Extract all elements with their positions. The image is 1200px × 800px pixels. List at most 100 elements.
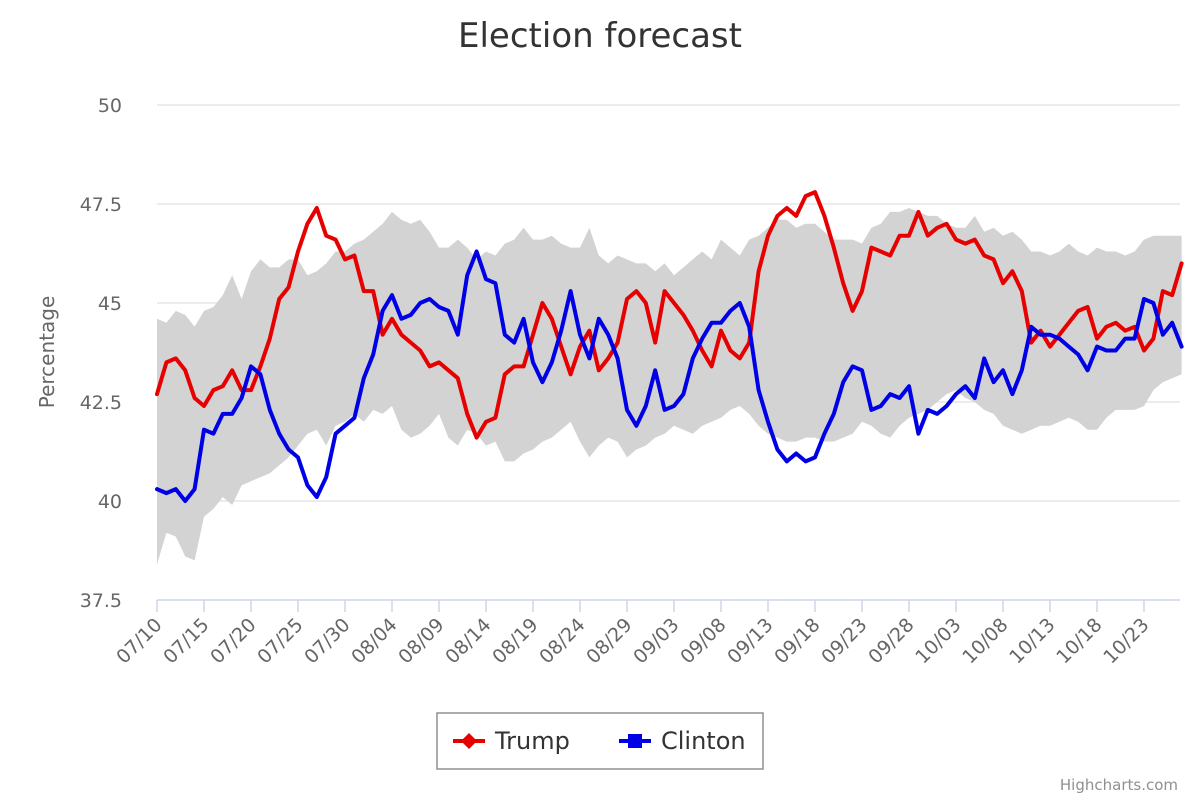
- data-point-clinton[interactable]: [436, 304, 441, 309]
- data-point-clinton[interactable]: [446, 308, 451, 313]
- data-point-clinton[interactable]: [465, 273, 470, 278]
- data-point-clinton[interactable]: [314, 494, 319, 499]
- data-point-clinton[interactable]: [690, 356, 695, 361]
- data-point-trump[interactable]: [690, 328, 695, 333]
- data-point-trump[interactable]: [1179, 261, 1184, 266]
- data-point-trump[interactable]: [596, 368, 601, 373]
- data-point-clinton[interactable]: [728, 308, 733, 313]
- data-point-clinton[interactable]: [1113, 348, 1118, 353]
- data-point-clinton[interactable]: [399, 316, 404, 321]
- data-point-clinton[interactable]: [831, 411, 836, 416]
- data-point-clinton[interactable]: [324, 475, 329, 480]
- data-point-clinton[interactable]: [305, 483, 310, 488]
- data-point-clinton[interactable]: [634, 423, 639, 428]
- data-point-clinton[interactable]: [606, 332, 611, 337]
- data-point-trump[interactable]: [1047, 344, 1052, 349]
- data-point-clinton[interactable]: [248, 364, 253, 369]
- data-point-trump[interactable]: [831, 245, 836, 250]
- data-point-clinton[interactable]: [418, 300, 423, 305]
- data-point-trump[interactable]: [784, 205, 789, 210]
- data-point-clinton[interactable]: [888, 392, 893, 397]
- data-point-trump[interactable]: [944, 221, 949, 226]
- data-point-trump[interactable]: [201, 403, 206, 408]
- data-point-trump[interactable]: [709, 364, 714, 369]
- data-point-trump[interactable]: [1160, 289, 1165, 294]
- data-point-trump[interactable]: [248, 388, 253, 393]
- data-point-trump[interactable]: [465, 411, 470, 416]
- data-point-trump[interactable]: [277, 296, 282, 301]
- data-point-trump[interactable]: [953, 237, 958, 242]
- data-point-trump[interactable]: [154, 392, 159, 397]
- data-point-clinton[interactable]: [765, 419, 770, 424]
- data-point-trump[interactable]: [361, 289, 366, 294]
- data-point-clinton[interactable]: [596, 316, 601, 321]
- data-point-clinton[interactable]: [859, 368, 864, 373]
- data-point-clinton[interactable]: [737, 300, 742, 305]
- data-point-clinton[interactable]: [239, 395, 244, 400]
- data-point-clinton[interactable]: [530, 360, 535, 365]
- data-point-trump[interactable]: [935, 225, 940, 230]
- data-point-trump[interactable]: [718, 328, 723, 333]
- legend-item-clinton[interactable]: Clinton: [619, 727, 746, 755]
- data-point-clinton[interactable]: [991, 380, 996, 385]
- data-point-trump[interactable]: [352, 253, 357, 258]
- data-point-clinton[interactable]: [794, 451, 799, 456]
- data-point-clinton[interactable]: [812, 455, 817, 460]
- data-point-trump[interactable]: [1019, 289, 1024, 294]
- data-point-clinton[interactable]: [784, 459, 789, 464]
- data-point-clinton[interactable]: [897, 395, 902, 400]
- data-point-trump[interactable]: [258, 364, 263, 369]
- data-point-trump[interactable]: [474, 435, 479, 440]
- data-point-trump[interactable]: [963, 241, 968, 246]
- data-point-trump[interactable]: [982, 253, 987, 258]
- data-point-trump[interactable]: [728, 348, 733, 353]
- data-point-trump[interactable]: [624, 296, 629, 301]
- data-point-clinton[interactable]: [681, 392, 686, 397]
- data-point-clinton[interactable]: [944, 403, 949, 408]
- legend-item-trump[interactable]: Trump: [453, 727, 570, 755]
- data-point-trump[interactable]: [1076, 308, 1081, 313]
- data-point-trump[interactable]: [906, 233, 911, 238]
- data-point-clinton[interactable]: [361, 376, 366, 381]
- data-point-clinton[interactable]: [352, 415, 357, 420]
- data-point-trump[interactable]: [765, 233, 770, 238]
- data-point-trump[interactable]: [408, 340, 413, 345]
- data-point-clinton[interactable]: [408, 312, 413, 317]
- data-point-trump[interactable]: [925, 233, 930, 238]
- data-point-trump[interactable]: [540, 300, 545, 305]
- data-point-clinton[interactable]: [906, 384, 911, 389]
- data-point-clinton[interactable]: [427, 296, 432, 301]
- data-point-clinton[interactable]: [662, 407, 667, 412]
- data-point-clinton[interactable]: [559, 328, 564, 333]
- data-point-trump[interactable]: [314, 205, 319, 210]
- data-point-clinton[interactable]: [1076, 352, 1081, 357]
- data-point-clinton[interactable]: [483, 277, 488, 282]
- data-point-trump[interactable]: [822, 213, 827, 218]
- data-point-clinton[interactable]: [549, 360, 554, 365]
- data-point-clinton[interactable]: [1019, 368, 1024, 373]
- data-point-trump[interactable]: [380, 332, 385, 337]
- data-point-trump[interactable]: [1151, 336, 1156, 341]
- data-point-trump[interactable]: [634, 289, 639, 294]
- data-point-clinton[interactable]: [154, 487, 159, 492]
- data-point-clinton[interactable]: [1066, 344, 1071, 349]
- data-point-clinton[interactable]: [615, 356, 620, 361]
- data-point-trump[interactable]: [1066, 320, 1071, 325]
- data-point-clinton[interactable]: [371, 352, 376, 357]
- data-point-clinton[interactable]: [1170, 320, 1175, 325]
- data-point-clinton[interactable]: [982, 356, 987, 361]
- data-point-clinton[interactable]: [1029, 324, 1034, 329]
- data-point-clinton[interactable]: [935, 411, 940, 416]
- data-point-trump[interactable]: [164, 360, 169, 365]
- data-point-trump[interactable]: [455, 376, 460, 381]
- data-point-clinton[interactable]: [653, 368, 658, 373]
- data-point-clinton[interactable]: [624, 407, 629, 412]
- data-point-trump[interactable]: [888, 253, 893, 258]
- data-point-trump[interactable]: [1170, 293, 1175, 298]
- data-point-clinton[interactable]: [1160, 332, 1165, 337]
- data-point-trump[interactable]: [859, 289, 864, 294]
- data-point-clinton[interactable]: [258, 372, 263, 377]
- data-point-trump[interactable]: [305, 221, 310, 226]
- credits-link[interactable]: Highcharts.com: [1060, 776, 1178, 794]
- data-point-trump[interactable]: [662, 289, 667, 294]
